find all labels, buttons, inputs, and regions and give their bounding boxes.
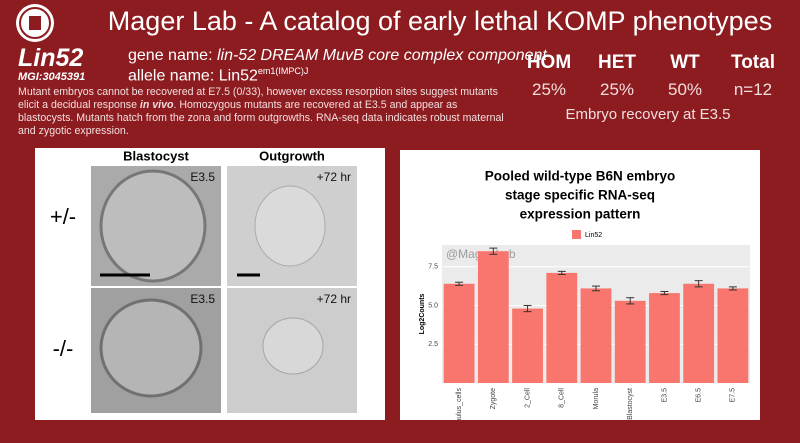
x-tick-label: Cumulus_cells <box>456 388 463 420</box>
error-bar <box>694 280 703 288</box>
y-tick-label: 7.5 <box>428 264 438 271</box>
error-bar <box>557 270 566 275</box>
image-panel: Blastocyst Outgrowth +/- -/- E3.5 +72 hr E3.5 +… <box>35 148 385 420</box>
value: Lin52 <box>218 67 258 85</box>
stat-column: Total n=12 <box>719 52 787 100</box>
row-label: +/- <box>50 204 76 229</box>
bar <box>649 293 680 383</box>
x-tick-label: Blastocyst <box>627 388 634 420</box>
bar <box>717 288 749 383</box>
gene-name: gene name: lin-52 DREAM MuvB core comple… <box>128 47 547 65</box>
bar <box>443 283 475 383</box>
image-tag: E3.5 <box>190 292 215 306</box>
image-tag: E3.5 <box>190 170 215 184</box>
error-bar <box>728 286 737 291</box>
text: . Homozygous mutants are recovered at E3… <box>18 99 504 137</box>
bar <box>477 251 509 383</box>
error-bar <box>455 281 464 286</box>
bar <box>580 288 612 383</box>
bar <box>546 272 578 383</box>
y-tick-label: 5.0 <box>428 302 438 309</box>
bar <box>512 308 543 383</box>
stat-value: 50% <box>667 80 703 99</box>
y-tick-label: 2.5 <box>428 341 438 348</box>
error-bar <box>523 304 532 313</box>
label: gene name: <box>128 47 213 64</box>
x-tick-label: E6.5 <box>696 388 703 403</box>
x-tick-label: Zygote <box>490 388 497 410</box>
label: allele name: <box>128 67 215 85</box>
text: Mutant embryos cannot be recovered at E7… <box>18 86 498 111</box>
error-bar <box>660 291 669 296</box>
stat-head: HOM <box>526 52 572 73</box>
allele-name: allele name: Lin52em1(IMPC)J <box>128 66 308 85</box>
column-label: Outgrowth <box>259 148 325 163</box>
stat-value: n=12 <box>733 80 773 99</box>
stat-value: 25% <box>531 80 567 99</box>
error-bar <box>626 297 635 305</box>
x-tick-label: 2_Cell <box>524 388 531 408</box>
description: Mutant embryos cannot be recovered at E7… <box>18 86 510 138</box>
page-title: Mager Lab - A catalog of early lethal KO… <box>107 6 773 36</box>
text: in vivo <box>139 99 174 111</box>
stat-head: HET <box>598 52 636 73</box>
stat-head: Total <box>731 52 775 73</box>
y-axis-label: Log2Counts <box>419 293 426 334</box>
mgi-id: MGI:3045391 <box>18 71 86 83</box>
chart-title: expression pattern <box>520 207 641 222</box>
gene-symbol: Lin52 <box>18 44 84 72</box>
chart-title: stage specific RNA-seq <box>505 188 655 203</box>
stat-column: HOM 25% <box>515 52 583 100</box>
sup: em1(IMPC)J <box>257 66 309 76</box>
value: lin-52 DREAM MuvB core complex component <box>216 47 547 64</box>
legend-label: Lin52 <box>585 232 602 239</box>
logo <box>16 4 54 42</box>
stat-column: WT 50% <box>651 52 719 100</box>
row-label: -/- <box>53 336 74 361</box>
stats-caption: Embryo recovery at E3.5 <box>565 106 731 123</box>
chart-title: Pooled wild-type B6N embryo <box>485 169 676 184</box>
error-bar <box>489 247 498 255</box>
image-tag: +72 hr <box>317 292 351 306</box>
bar <box>614 300 646 383</box>
stats: HOM 25% HET 25% WT 50% Total n=12 <box>515 52 787 100</box>
legend-swatch <box>572 230 581 239</box>
stat-column: HET 25% <box>583 52 651 100</box>
image-tag: +72 hr <box>317 170 351 184</box>
x-tick-label: E3.5 <box>661 388 668 403</box>
x-tick-label: Morula <box>593 388 600 410</box>
stat-head: WT <box>670 52 700 73</box>
stat-value: 25% <box>599 80 635 99</box>
x-tick-label: E7.5 <box>730 388 737 403</box>
error-bar <box>592 285 600 292</box>
column-label: Blastocyst <box>123 148 189 163</box>
bar <box>683 283 715 383</box>
x-tick-label: 8_Cell <box>559 388 566 408</box>
chart: Pooled wild-type B6N embryo stage specifi… <box>400 150 760 420</box>
